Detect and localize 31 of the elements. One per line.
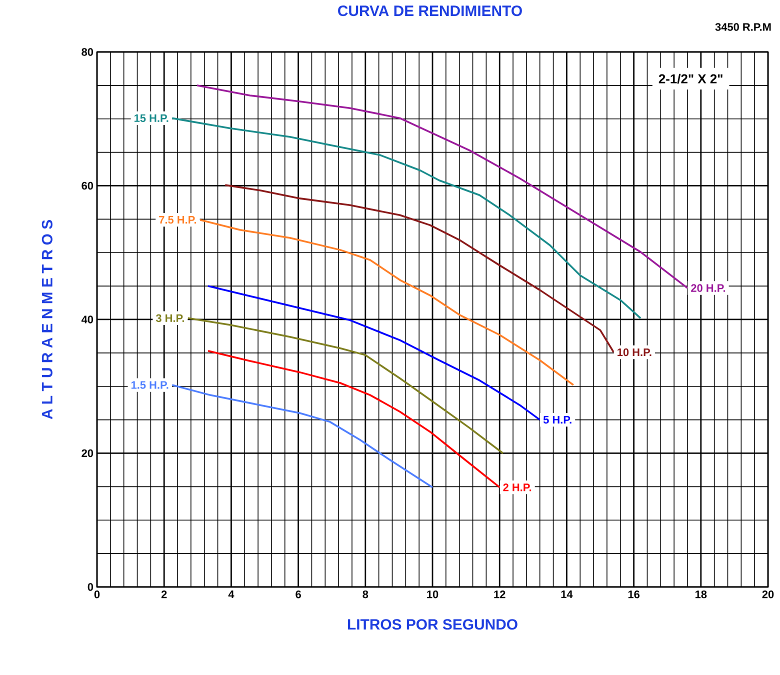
series-label: 2 H.P.: [503, 484, 532, 492]
chart-title: CURVA DE RENDIMIENTO: [338, 6, 522, 16]
series-label: 20 H.P.: [691, 284, 726, 292]
y-tick-label: 40: [81, 316, 94, 324]
y-axis-title: A L T U R A E N M E T R O S: [42, 220, 52, 420]
y-tick-label: 20: [82, 449, 94, 458]
y-tick-label: 0: [88, 583, 94, 591]
series-label: 3 H.P.: [156, 314, 184, 322]
annotation: 2-1/2" X 2": [658, 74, 722, 84]
x-tick-label: 6: [296, 590, 301, 598]
x-tick-label: 8: [362, 590, 368, 598]
x-tick-label: 12: [494, 590, 506, 598]
line-series: [171, 384, 434, 488]
line-series: [199, 218, 574, 386]
y-tick-label: 80: [82, 48, 94, 56]
x-axis-title: LITROS POR SEGUNDO: [348, 619, 518, 630]
series-label: 15 H.P.: [134, 114, 168, 122]
x-tick-label: 16: [628, 590, 640, 598]
x-tick-label: 18: [696, 590, 707, 598]
series-label: 10 H.P.: [618, 348, 652, 356]
y-tick-label: 60: [82, 182, 94, 190]
series-label: 1.5 H.P.: [131, 381, 168, 389]
x-tick-label: 10: [427, 590, 438, 598]
text: 3450 R.P.M: [715, 23, 771, 31]
x-tick-label: 2: [161, 590, 167, 598]
x-tick-label: 20: [762, 590, 774, 598]
series-label: 7.5 H.P.: [159, 216, 196, 224]
x-tick-label: 0: [94, 590, 100, 598]
series-label: 5 H.P.: [543, 416, 572, 424]
x-tick-label: 4: [228, 590, 234, 598]
x-tick-label: 14: [561, 590, 573, 598]
